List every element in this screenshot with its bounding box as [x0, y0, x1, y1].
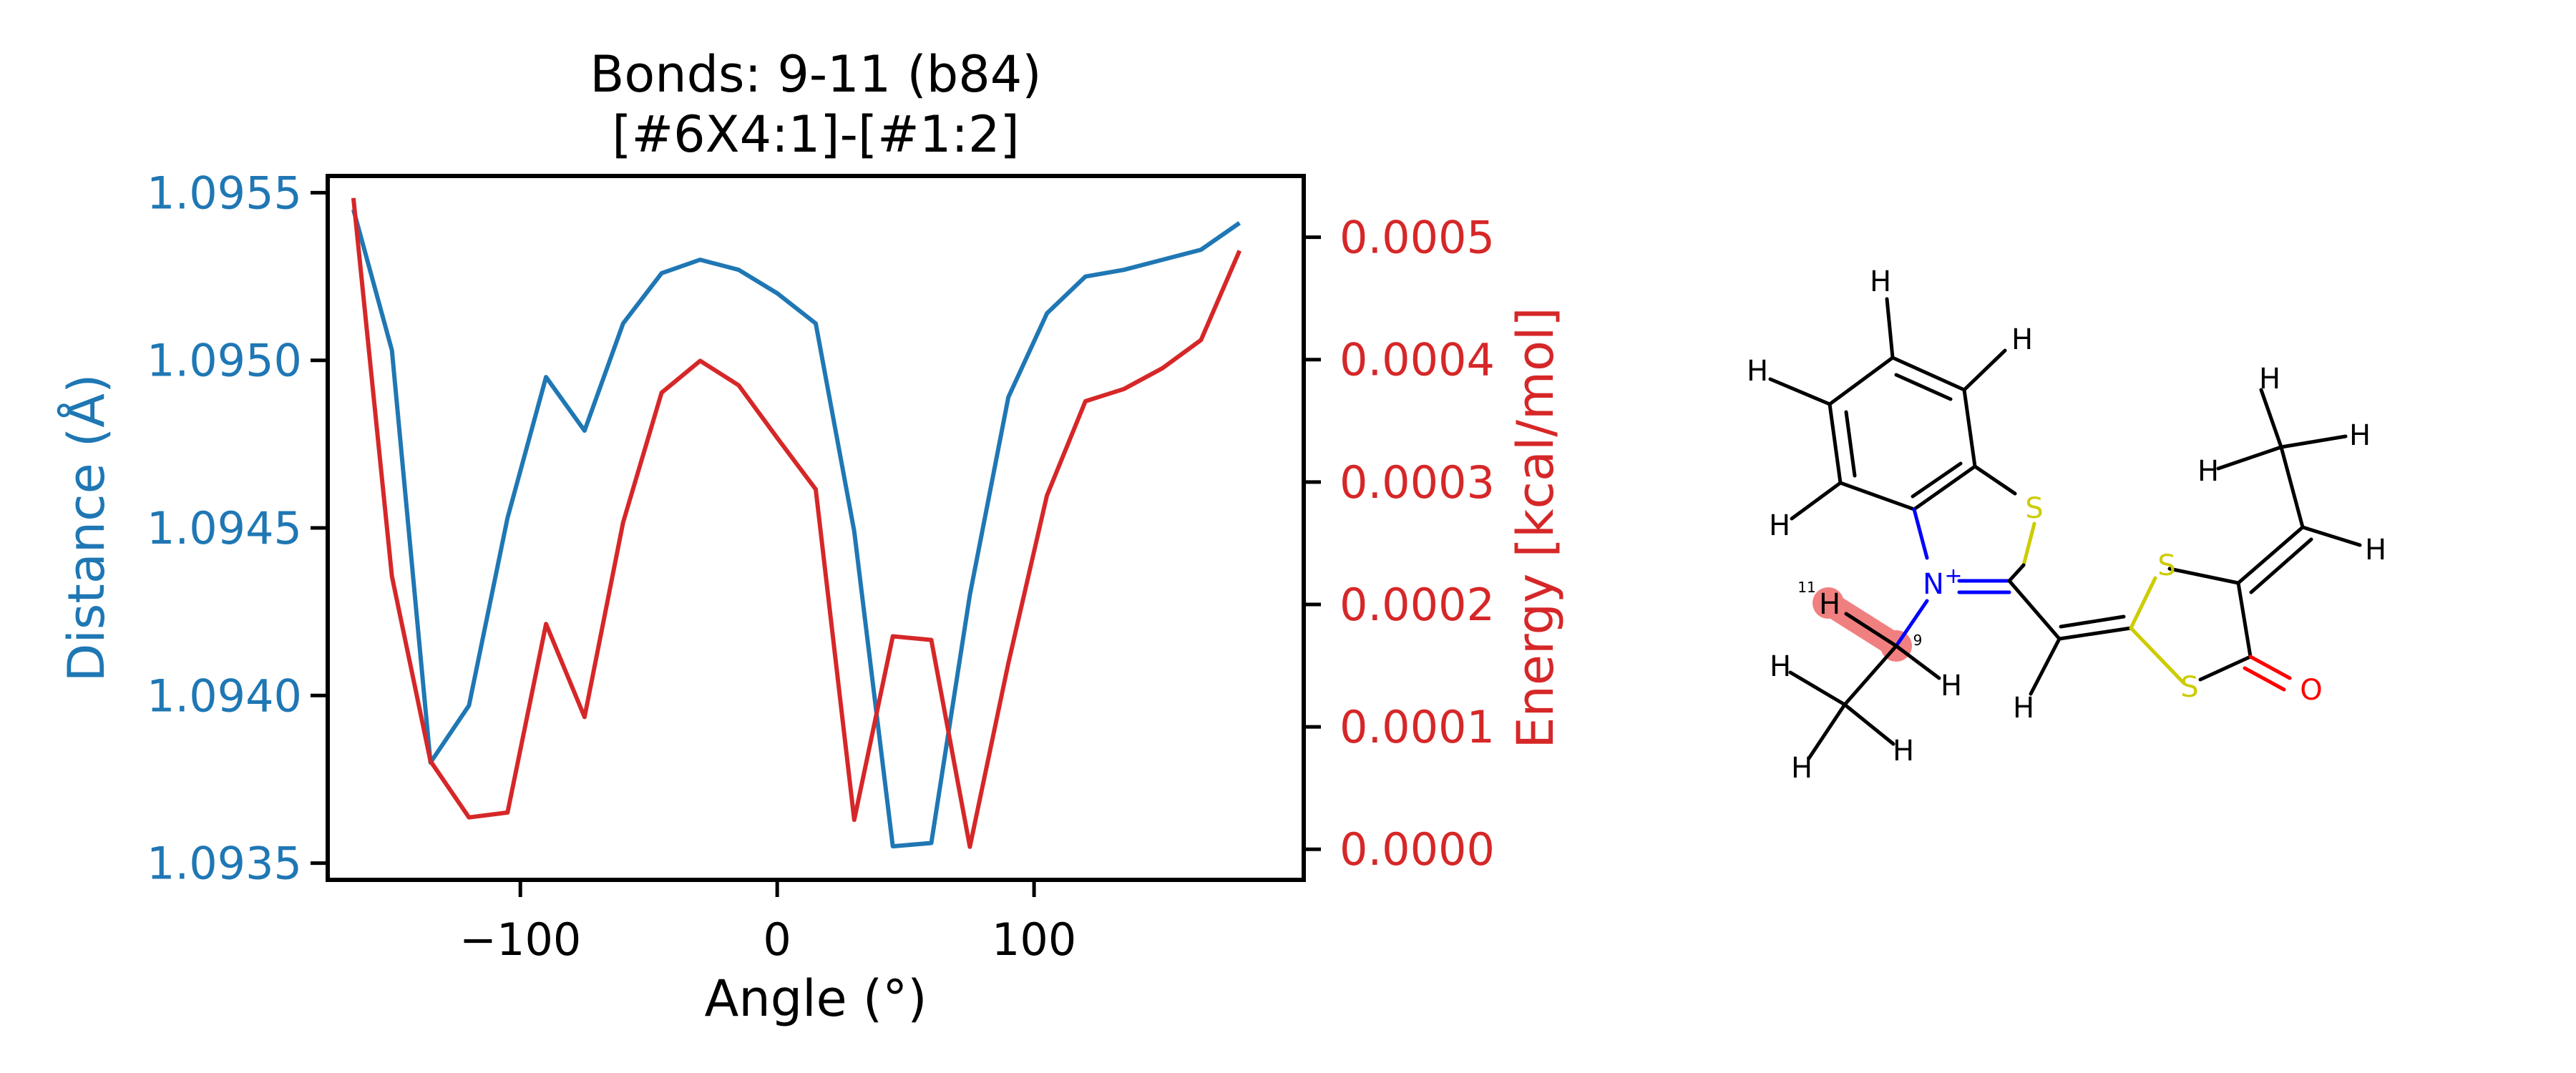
- axes-layer: [326, 174, 1306, 882]
- distance-series-line: [351, 209, 1241, 849]
- y-tick-label: 1.0945: [147, 502, 302, 554]
- y2-axis-label: Energy [kcal/mol]: [1506, 307, 1565, 748]
- y2-tick-label: 0.0005: [1340, 212, 1495, 264]
- atom-h-2: H: [2011, 323, 2033, 356]
- highlight-atom-11: [1813, 587, 1844, 619]
- y2-tick-label: 0.0002: [1340, 579, 1495, 631]
- y-tick-label: 1.0955: [147, 167, 302, 219]
- atom-index-11: 11: [1797, 579, 1815, 596]
- chart-title: Bonds: 9-11 (b84): [590, 45, 1041, 104]
- series-layer: [351, 197, 1242, 849]
- x-tick-label: 100: [992, 913, 1076, 966]
- atom-index-9: 9: [1913, 632, 1923, 649]
- ethyl-h-bottom: H: [1791, 752, 1813, 785]
- y2-tick-label: 0.0003: [1340, 456, 1495, 509]
- y-tick-label: 1.0940: [147, 670, 302, 722]
- x-tick-label: −100: [459, 913, 581, 966]
- atom-h-9: H: [1941, 670, 1962, 702]
- atom-n: N: [1923, 568, 1944, 601]
- y-tick-label: 1.0935: [147, 838, 302, 890]
- atom-s-thiazole: S: [2025, 492, 2043, 525]
- atom-h-10: H: [1770, 650, 1791, 683]
- benzene-ring: [1828, 356, 1977, 511]
- atom-s-dithiole-top: S: [2157, 549, 2175, 582]
- y2-tick-label: 0.0000: [1340, 823, 1495, 876]
- ring-h-bonds: [1768, 297, 2007, 521]
- atom-h-4: H: [1769, 509, 1790, 542]
- molecule-diagram: H H H H S H H H N + H S H H S O H H H H …: [1747, 265, 2386, 785]
- atom-h-8: H: [2365, 534, 2386, 567]
- atom-h-3: H: [1747, 355, 1768, 388]
- atom-h-5: H: [2259, 363, 2280, 396]
- y-axis-label: Distance (Å): [57, 374, 116, 682]
- atom-s-dithiole-bottom: S: [2180, 671, 2198, 704]
- y2-tick-label: 0.0004: [1340, 334, 1495, 386]
- atom-o: O: [2300, 674, 2322, 707]
- atom-h-12: H: [2013, 692, 2034, 725]
- atom-h-13: H: [1893, 735, 1914, 768]
- atom-n-charge: +: [1944, 564, 1962, 589]
- chart-subtitle: [#6X4:1]-[#1:2]: [612, 105, 1020, 164]
- x-tick-label: 0: [763, 913, 791, 966]
- energy-series-line: [351, 197, 1242, 849]
- atom-h-7: H: [2197, 455, 2219, 488]
- x-axis-label: Angle (°): [704, 969, 927, 1028]
- ticks-layer: −100 0 100 1.0935 1.0940 1.0945 1.0950 1.0955 0.…: [147, 167, 1495, 966]
- atom-h-1: H: [1870, 265, 1891, 298]
- atom-h-11: H: [1819, 588, 1840, 621]
- y-tick-label: 1.0950: [147, 335, 302, 387]
- y2-tick-label: 0.0001: [1340, 701, 1495, 753]
- plot-frame: [326, 174, 1306, 882]
- atom-h-6: H: [2349, 419, 2371, 452]
